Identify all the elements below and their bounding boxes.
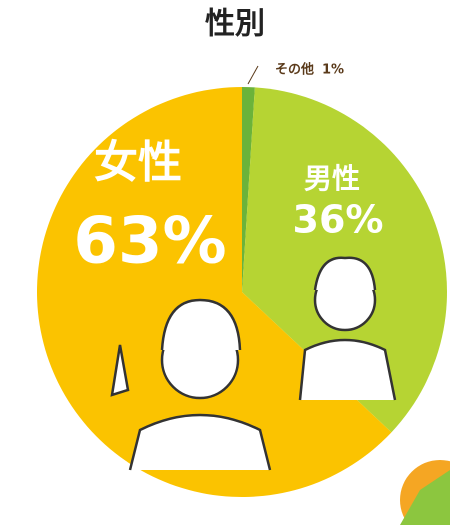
value-label: 36%	[293, 198, 384, 242]
value-label: 1%	[322, 63, 344, 78]
category-label: その他	[275, 62, 314, 78]
man-figure	[298, 256, 397, 401]
decoration	[110, 256, 450, 525]
pie-slice	[242, 87, 255, 292]
decor-shape	[400, 470, 450, 525]
woman-figure	[110, 298, 272, 471]
leader-line	[247, 65, 259, 85]
chart-title: 性別	[205, 7, 265, 42]
value-label: 63%	[73, 205, 226, 279]
category-label: 男性	[304, 162, 360, 195]
category-label: 女性	[94, 137, 182, 188]
